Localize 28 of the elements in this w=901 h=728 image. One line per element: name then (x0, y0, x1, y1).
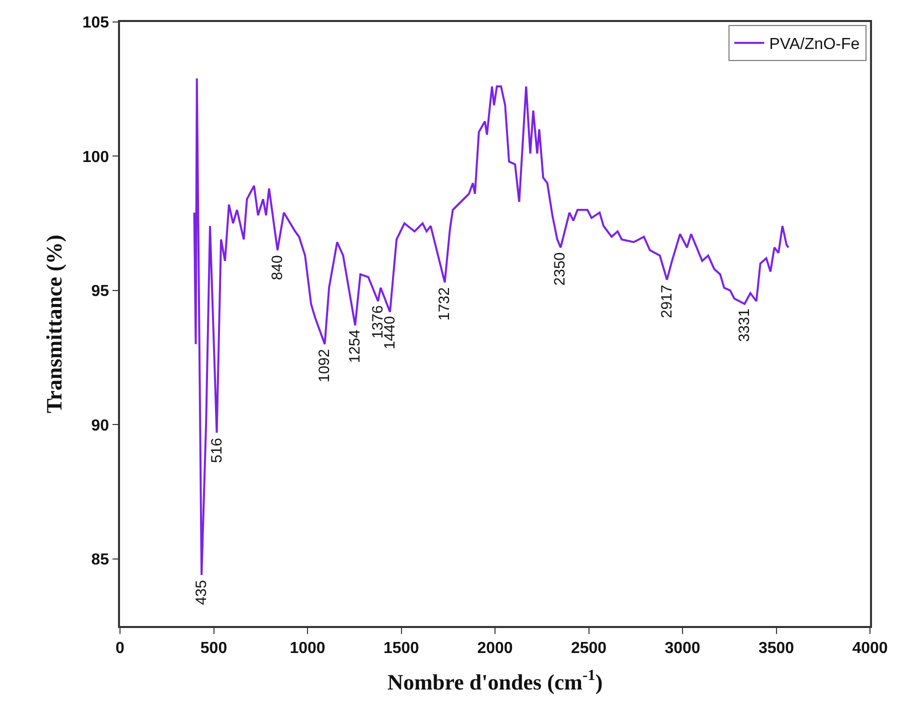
legend-label: PVA/ZnO-Fe (769, 36, 860, 54)
annotation: 3331 (736, 308, 754, 342)
x-tick-label: 3500 (758, 640, 794, 657)
annotation: 516 (208, 438, 226, 463)
y-axis-title: Transmittance (%) (42, 234, 67, 414)
x-tick-label: 1500 (383, 640, 420, 657)
annotation: 1254 (346, 330, 364, 363)
annotation: 1440 (382, 316, 399, 350)
x-tick-label: 2500 (570, 640, 607, 657)
x-tick-label: 2000 (477, 640, 513, 657)
line-series (193, 77, 790, 576)
annotation: 1732 (436, 287, 453, 321)
y-tick-label: 85 (91, 551, 110, 568)
y-tick-label: 105 (82, 14, 110, 32)
x-tick-label: 1000 (290, 640, 326, 657)
annotation: 435 (193, 580, 210, 606)
annotation: 1092 (316, 349, 334, 382)
annotation: 840 (268, 255, 286, 280)
x-tick-label: 3000 (664, 640, 700, 657)
y-tick-label: 100 (82, 148, 110, 166)
x-tick-label: 4000 (852, 640, 888, 657)
annotation: 2917 (658, 284, 676, 318)
y-tick-label: 90 (91, 417, 110, 434)
x-tick-label: 500 (200, 640, 228, 657)
annotation: 2350 (552, 252, 569, 286)
y-tick-label: 95 (91, 283, 110, 300)
x-axis-title: Nombre d'ondes (cm$^{-1}$) (387, 667, 603, 694)
x-tick-label: 0 (116, 640, 125, 657)
